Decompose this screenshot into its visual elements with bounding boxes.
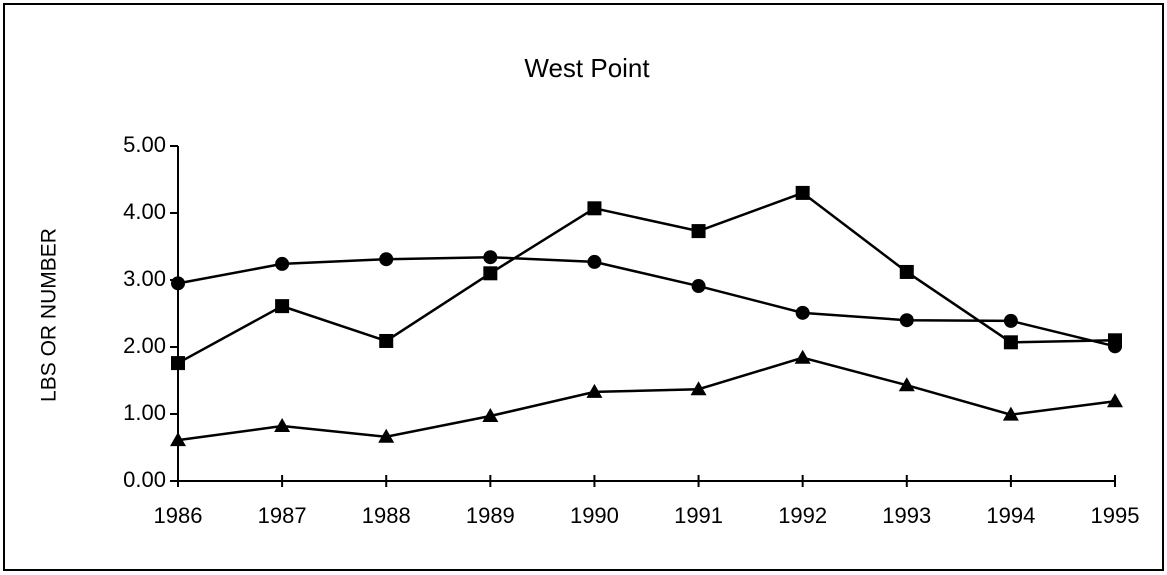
marker-triangle xyxy=(1002,406,1019,421)
x-tick-label: 1992 xyxy=(778,503,827,528)
x-tick-label: 1988 xyxy=(362,503,411,528)
marker-square xyxy=(1108,333,1122,348)
chart-border xyxy=(3,3,1164,571)
x-tick-label: 1986 xyxy=(154,503,203,528)
marker-square xyxy=(691,224,706,239)
marker-square xyxy=(171,356,185,371)
series-line xyxy=(177,191,1116,365)
marker-circle xyxy=(899,313,914,328)
y-tick-label: 5.00 xyxy=(123,132,166,157)
marker-triangle xyxy=(690,381,707,396)
marker-triangle xyxy=(274,418,291,433)
marker-triangle xyxy=(586,383,603,398)
marker-circle xyxy=(587,254,602,269)
marker-triangle xyxy=(898,377,915,392)
x-tick-label: 1989 xyxy=(466,503,515,528)
x-tick-label: 1987 xyxy=(258,503,307,528)
marker-circle xyxy=(1003,313,1018,328)
marker-triangle xyxy=(170,432,186,447)
marker-circle xyxy=(275,256,290,271)
marker-square xyxy=(483,266,498,281)
marker-square xyxy=(379,333,394,348)
marker-circle xyxy=(691,279,706,294)
series-line xyxy=(177,255,1116,348)
x-tick-label: 1994 xyxy=(986,503,1035,528)
y-tick-label: 1.00 xyxy=(123,400,166,425)
series-line xyxy=(177,356,1116,442)
x-tick-label: 1991 xyxy=(674,503,723,528)
marker-triangle xyxy=(1107,393,1123,408)
marker-triangle xyxy=(794,349,811,364)
marker-square xyxy=(275,299,290,314)
x-tick-label: 1993 xyxy=(882,503,931,528)
marker-triangle xyxy=(482,408,499,423)
marker-circle xyxy=(171,276,185,291)
y-tick-label: 3.00 xyxy=(123,266,166,291)
x-tick-label: 1990 xyxy=(570,503,619,528)
marker-circle xyxy=(483,250,498,265)
marker-circle xyxy=(795,305,810,320)
y-tick-label: 4.00 xyxy=(123,199,166,224)
marker-circle xyxy=(379,252,394,267)
y-tick-label: 2.00 xyxy=(123,333,166,358)
marker-square xyxy=(1003,335,1018,350)
marker-square xyxy=(899,264,914,279)
y-tick-label: 0.00 xyxy=(123,467,166,492)
chart-title: West Point xyxy=(524,53,650,83)
marker-triangle xyxy=(378,428,395,443)
marker-square xyxy=(795,185,810,200)
y-axis-label: LBS OR NUMBER xyxy=(38,228,61,402)
x-tick-label: 1995 xyxy=(1091,503,1140,528)
marker-square xyxy=(587,201,602,216)
